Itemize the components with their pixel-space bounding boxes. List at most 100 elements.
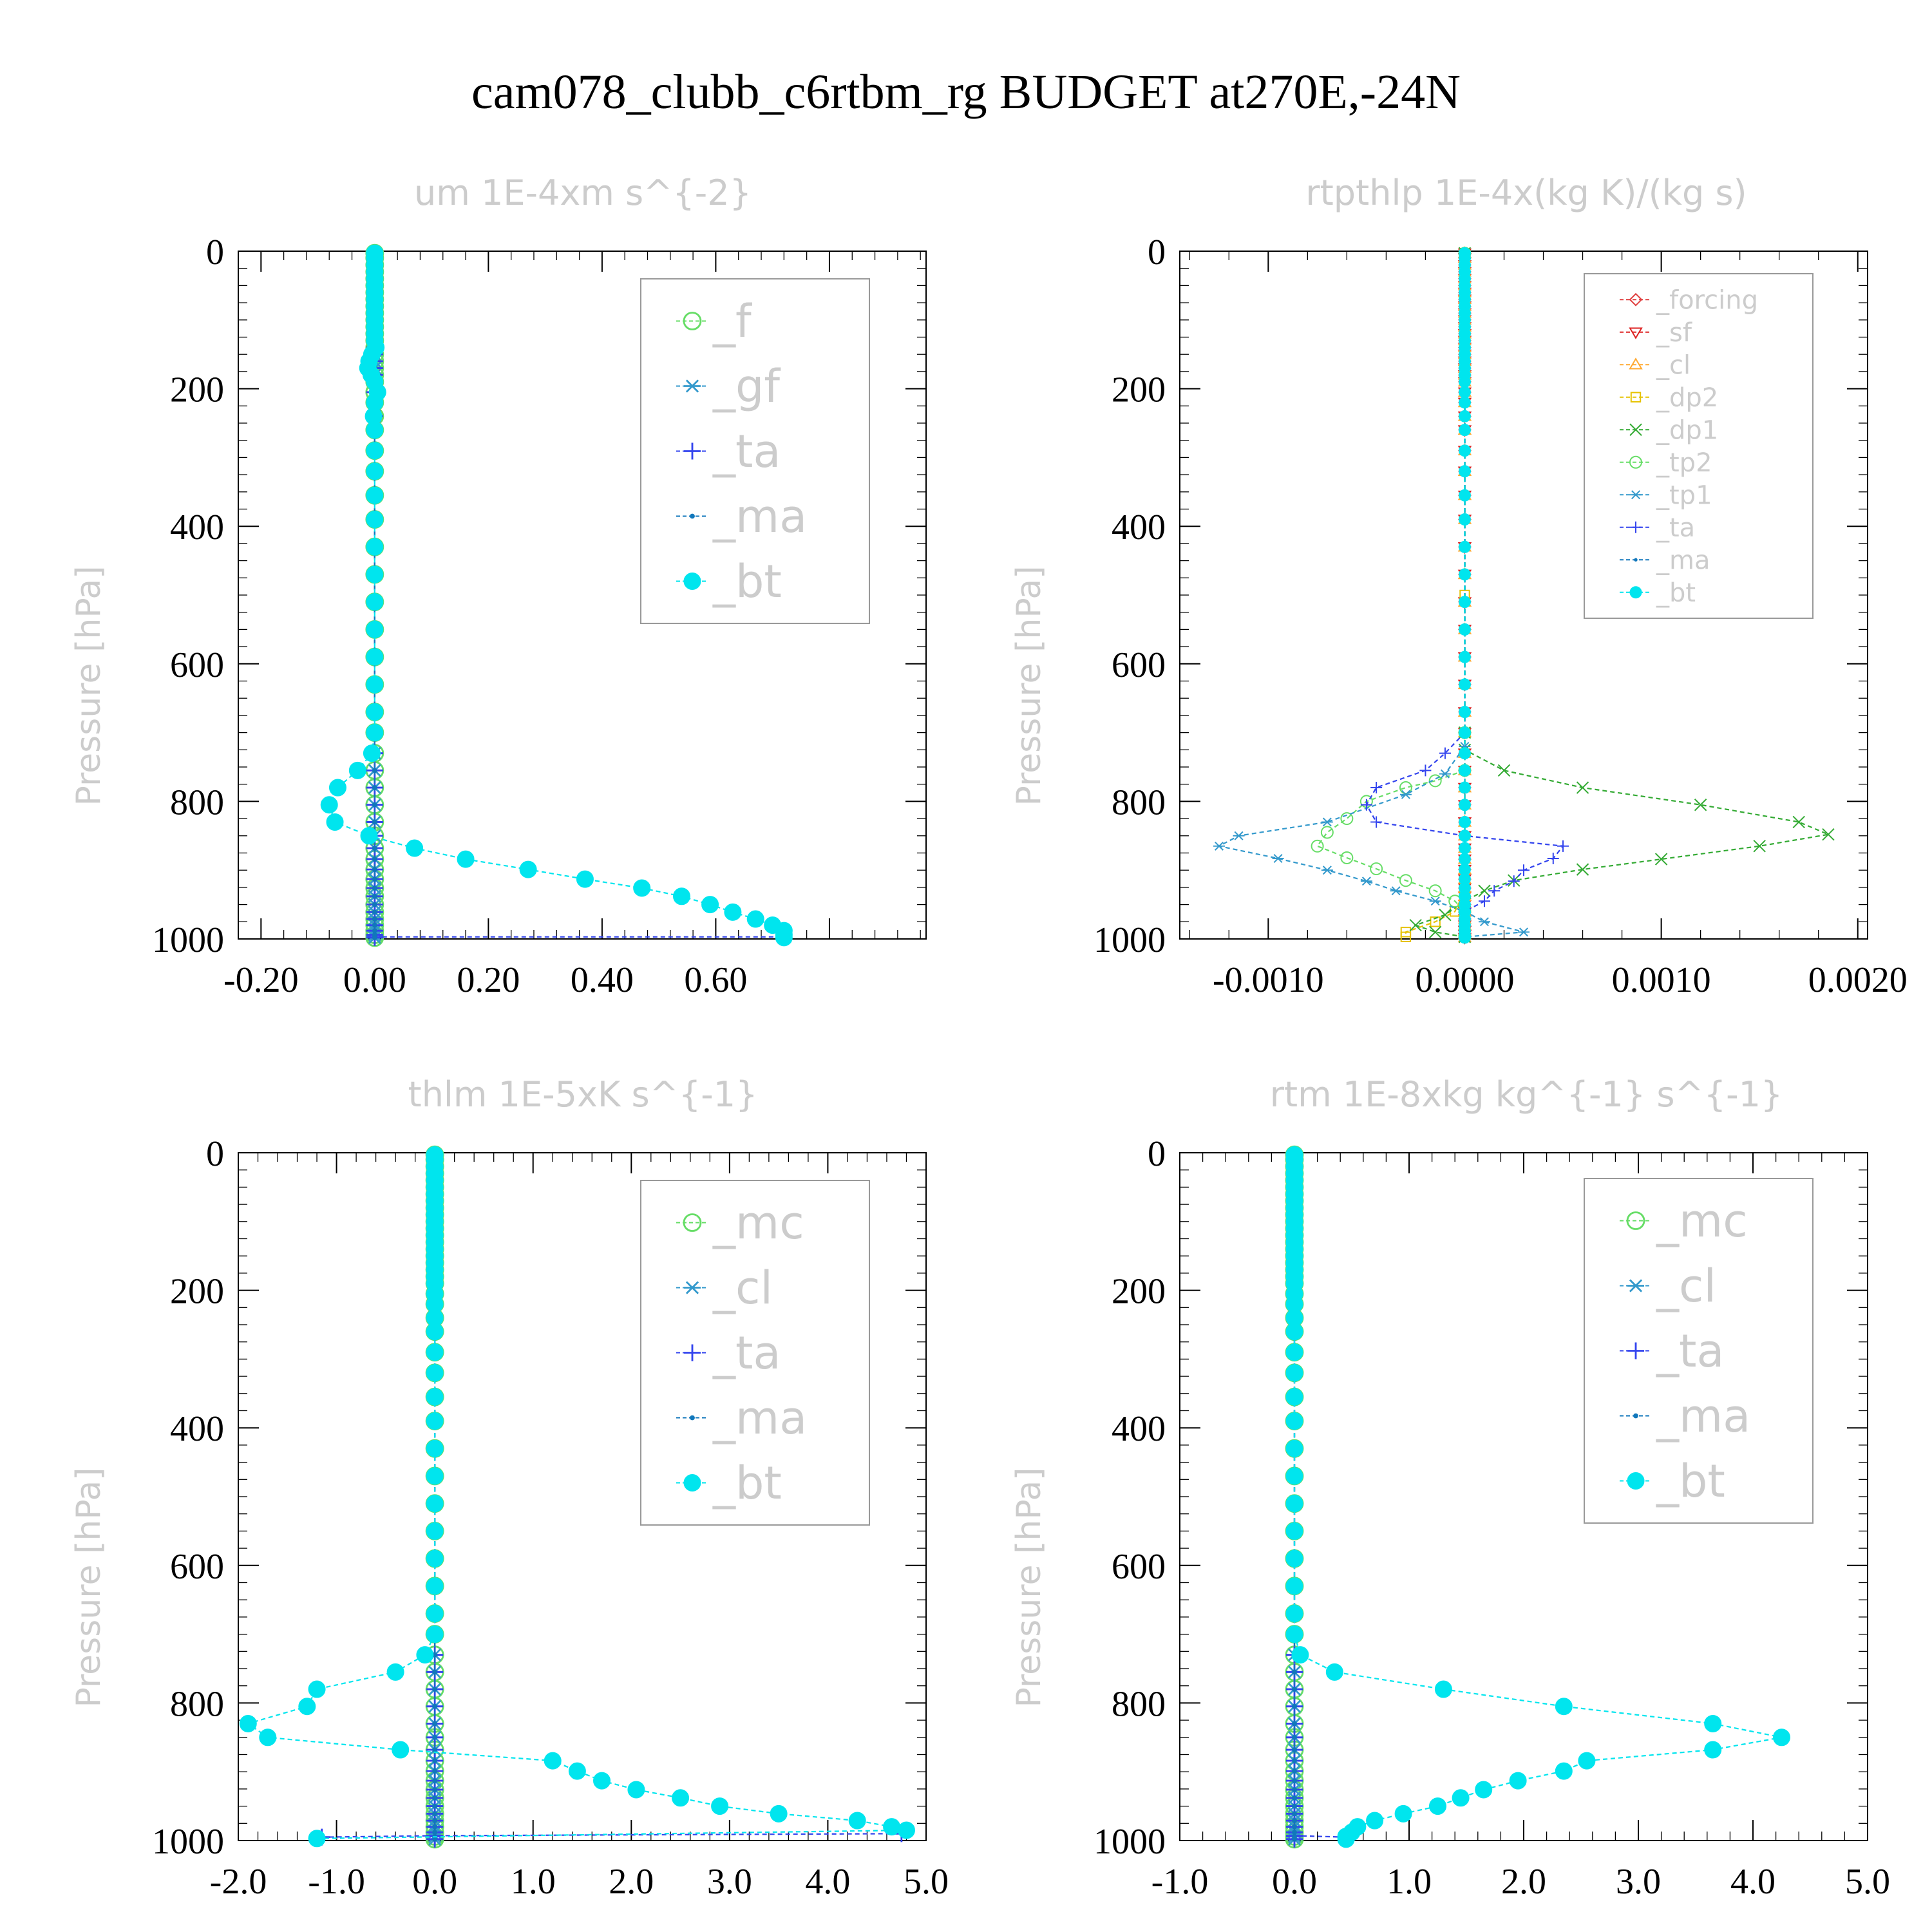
data-point xyxy=(432,1803,438,1809)
data-point xyxy=(1458,623,1471,636)
data-point xyxy=(1458,396,1471,409)
data-point xyxy=(1233,831,1245,840)
legend-item: _forcing xyxy=(1620,285,1758,315)
legend-label: _tp1 xyxy=(1656,480,1712,510)
data-point xyxy=(372,902,377,907)
data-point xyxy=(1458,568,1471,581)
data-point xyxy=(348,761,366,779)
legend-marker xyxy=(1627,1472,1645,1490)
data-point xyxy=(1285,1388,1303,1406)
x-tick-label: 4.0 xyxy=(805,1862,850,1902)
x-tick-label: 1.0 xyxy=(511,1862,556,1902)
data-point xyxy=(1292,1787,1297,1792)
x-tick-label: 0.20 xyxy=(457,960,520,1000)
data-point xyxy=(432,1787,438,1792)
data-point xyxy=(372,928,377,934)
data-point xyxy=(1292,1734,1297,1740)
data-point xyxy=(1439,908,1452,922)
x-tick-label: -1.0 xyxy=(1151,1862,1209,1902)
panel-rtm: rtm 1E-8xkg kg^{-1} s^{-1} Pressure [hPa… xyxy=(1010,1074,1890,1902)
legend-label: _ma xyxy=(712,1392,807,1444)
data-point xyxy=(372,876,377,882)
data-point xyxy=(1557,840,1569,852)
data-point xyxy=(593,1772,611,1790)
data-point xyxy=(366,565,384,583)
data-point xyxy=(1360,799,1372,811)
data-point xyxy=(308,1680,326,1698)
data-point xyxy=(1428,925,1442,939)
data-point xyxy=(1285,1323,1303,1341)
legend-marker xyxy=(1629,455,1642,469)
x-tick-label: -1.0 xyxy=(308,1862,365,1902)
legend-label: _bt xyxy=(712,555,782,608)
data-point xyxy=(372,785,377,790)
data-point xyxy=(1576,863,1589,876)
data-point xyxy=(328,779,346,797)
data-point xyxy=(848,1812,866,1830)
data-point xyxy=(1478,917,1490,927)
x-tick-label: 0.60 xyxy=(684,960,747,1000)
data-point xyxy=(1578,1752,1596,1770)
legend-item: _dp1 xyxy=(1620,415,1718,445)
data-point xyxy=(1488,885,1501,897)
data-point xyxy=(372,768,377,773)
data-point xyxy=(426,1412,444,1430)
data-point xyxy=(360,827,378,845)
plot-area-rtpthlp: 0 200 400 600 800 1000 -0.0010 0.0000 0.0010 0.00… xyxy=(1094,232,1908,1000)
data-point xyxy=(1292,1795,1297,1801)
ylabel-rtpthlp: Pressure [hPa] xyxy=(1010,566,1048,806)
data-point xyxy=(366,511,384,529)
legend-item: _mc xyxy=(1620,1195,1748,1247)
data-point xyxy=(372,934,377,940)
x-axis-thlm: -2.0 -1.0 0.0 1.0 2.0 3.0 4.0 5.0 xyxy=(210,1153,949,1902)
data-point xyxy=(432,1830,438,1835)
data-point xyxy=(1458,829,1471,842)
data-point xyxy=(1321,866,1333,875)
y-tick-label: 600 xyxy=(170,1547,224,1587)
legend-label: _sf xyxy=(1656,318,1692,348)
data-point xyxy=(1555,1762,1573,1780)
y-tick-label: 400 xyxy=(1112,507,1166,547)
y-axis-rtpthlp: 0 200 400 600 800 1000 xyxy=(1094,232,1868,960)
data-point xyxy=(1429,896,1441,906)
y-tick-label: 200 xyxy=(1112,1272,1166,1312)
legend-label: _bt xyxy=(1656,1455,1725,1508)
legend-label: _cl xyxy=(712,1262,773,1314)
data-point xyxy=(1434,1680,1452,1698)
legend-label: _ta xyxy=(712,1327,781,1379)
x-axis-um: -0.20 0.00 0.20 0.40 0.60 xyxy=(223,251,921,1000)
data-point xyxy=(1292,1669,1297,1675)
data-point xyxy=(1409,918,1422,932)
data-point xyxy=(1458,815,1471,828)
legend-label: _gf xyxy=(712,360,781,413)
data-point xyxy=(1478,884,1491,897)
data-point xyxy=(1429,1797,1446,1815)
legend-item: _ta xyxy=(1620,513,1695,543)
x-tick-label: 2.0 xyxy=(609,1862,654,1902)
data-point xyxy=(432,1721,438,1727)
series-um-bt xyxy=(320,244,793,947)
data-point xyxy=(1285,1549,1303,1567)
legend-marker xyxy=(684,379,701,393)
y-axis-rtm: 0 200 400 600 800 1000 xyxy=(1094,1134,1868,1862)
data-point xyxy=(1458,764,1471,777)
data-point xyxy=(1458,410,1471,422)
panel-rtpthlp: rtpthlp 1E-4x(kg K)/(kg s) Pressure [hPa… xyxy=(1010,173,1908,1000)
y-tick-label: 200 xyxy=(1112,370,1166,410)
legend-marker xyxy=(1627,1279,1644,1293)
data-point xyxy=(1753,840,1766,853)
y-tick-label: 1000 xyxy=(1094,1822,1166,1862)
legend-label: _bt xyxy=(712,1457,782,1510)
data-point xyxy=(1428,774,1442,788)
legend-um: _f _gf _ta _ma _bt xyxy=(640,278,870,624)
legend-label: _dp2 xyxy=(1656,383,1718,413)
y-tick-label: 200 xyxy=(170,1272,224,1312)
data-point xyxy=(372,886,377,891)
data-point xyxy=(426,1388,444,1406)
y-tick-label: 200 xyxy=(170,370,224,410)
legend-marker xyxy=(1629,357,1643,370)
legend-item: _tp2 xyxy=(1620,448,1712,478)
figure-title: cam078_clubb_c6rtbm_rg BUDGET at270E,-24… xyxy=(471,65,1461,119)
legend-label: _cl xyxy=(1656,350,1690,380)
legend-marker xyxy=(683,1474,701,1492)
